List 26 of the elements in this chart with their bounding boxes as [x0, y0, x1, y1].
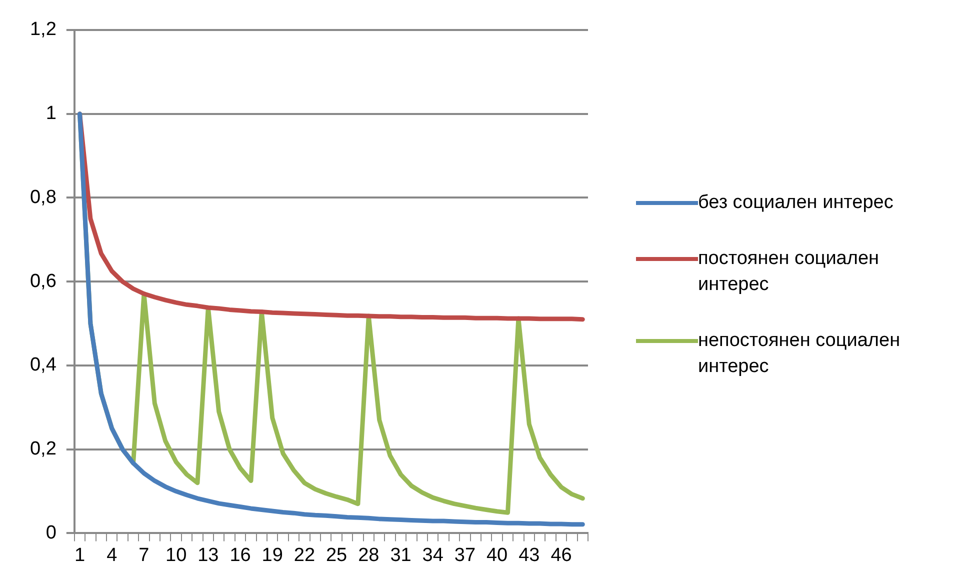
y-tick-label: 0,8: [30, 186, 56, 208]
legend-label: постоянен социален интерес: [698, 247, 880, 297]
x-tick-label: 19: [262, 544, 283, 566]
y-tick-label: 1: [46, 103, 56, 124]
x-tick-label: 1: [74, 544, 86, 566]
x-tick-label: 31: [390, 544, 412, 566]
x-tick-label: 43: [518, 544, 540, 566]
x-tick-label: 40: [486, 544, 508, 566]
x-tick-label: 28: [358, 544, 380, 566]
y-tick-label: 1,2: [30, 19, 56, 40]
legend-label: непостоянен социален интерес: [698, 329, 902, 379]
x-tick-label: 34: [422, 544, 444, 566]
x-tick-label: 7: [138, 544, 150, 566]
x-tick-label: 37: [454, 544, 476, 566]
y-tick-label: 0,2: [30, 438, 56, 460]
y-tick-label: 0: [46, 522, 56, 544]
x-tick-label: 4: [106, 544, 118, 566]
y-tick-label: 0,6: [30, 270, 56, 292]
x-tick-label: 13: [198, 544, 219, 566]
x-tick-label: 10: [165, 544, 187, 566]
x-tick-label: 25: [326, 544, 348, 566]
x-tick-label: 22: [294, 544, 316, 566]
x-tick-label: 46: [550, 544, 572, 566]
y-tick-label: 0,4: [30, 354, 57, 376]
x-tick-label: 16: [230, 544, 251, 566]
legend-label: без социален интерес: [698, 191, 894, 215]
